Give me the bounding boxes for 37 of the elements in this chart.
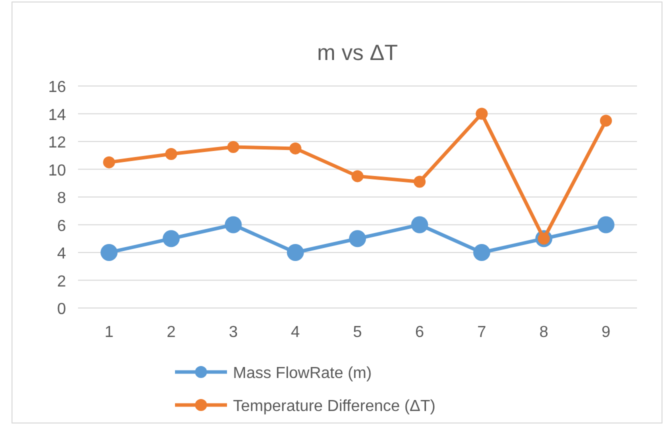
point (227, 141, 240, 154)
y-tick-label: 8 (57, 190, 66, 207)
x-tick-label: 7 (477, 324, 486, 341)
point (289, 142, 302, 154)
y-tick-label: 12 (48, 134, 66, 152)
point (162, 230, 180, 248)
x-tick-label: 9 (601, 324, 610, 341)
point (414, 176, 426, 188)
point (100, 244, 118, 261)
x-tick-label: 2 (166, 324, 176, 341)
y-tick-label: 6 (57, 218, 66, 235)
point (352, 170, 364, 182)
point (103, 156, 116, 168)
x-tick-label: 6 (415, 324, 424, 341)
y-tick-label: 4 (57, 246, 66, 262)
x-tick-label: 3 (228, 324, 238, 341)
x-tick-label: 8 (539, 324, 548, 341)
y-tick-label: 2 (57, 273, 66, 290)
y-tick-label: 0 (57, 301, 66, 318)
point (600, 114, 612, 127)
point (411, 216, 428, 234)
legend-label: Temperature Difference (ΔT) (233, 398, 436, 415)
point (286, 244, 304, 261)
point (473, 244, 490, 261)
y-tick-label: 14 (48, 106, 66, 124)
point (165, 148, 178, 160)
chart-title: m vs ΔT (317, 40, 398, 65)
point (224, 216, 242, 234)
y-tick-label: 10 (48, 162, 66, 180)
y-tick-label: 16 (48, 79, 66, 96)
x-tick-label: 1 (104, 324, 114, 341)
x-tick-label: 5 (353, 324, 362, 341)
x-tick-label: 4 (290, 324, 300, 341)
point (349, 230, 366, 248)
point (597, 216, 614, 234)
point (476, 108, 488, 120)
legend-label: Mass FlowRate (m) (233, 365, 372, 382)
